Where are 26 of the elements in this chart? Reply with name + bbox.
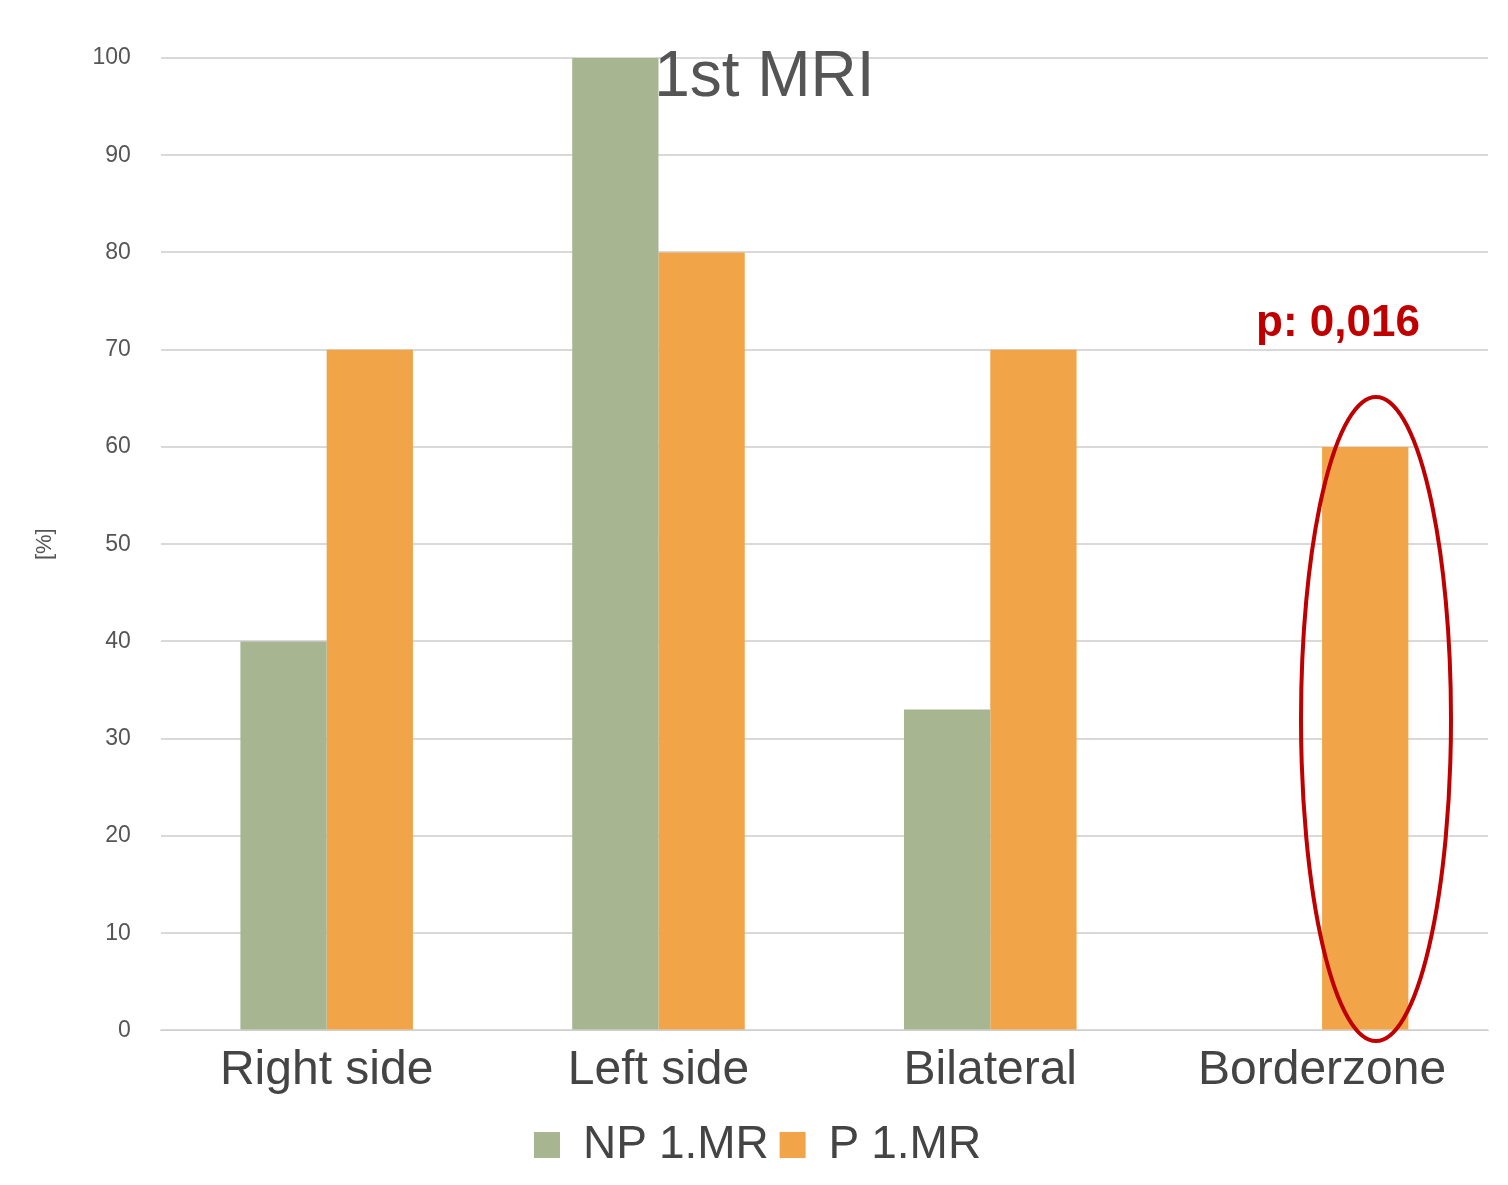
- y-tick-label: 60: [105, 432, 131, 459]
- annotation: p: 0,016: [1256, 295, 1420, 345]
- y-tick-label: 0: [117, 1015, 131, 1042]
- y-tick-label: 30: [105, 724, 131, 751]
- legend-label: P 1.MR: [828, 1115, 982, 1168]
- x-tick-label: Left side: [567, 1041, 750, 1095]
- bar: [572, 58, 659, 1030]
- y-axis-title: [%]: [31, 528, 57, 561]
- x-tick-label: Borderzone: [1198, 1041, 1447, 1095]
- y-tick-label: 40: [105, 626, 131, 653]
- chart-title: 1st MRI: [654, 37, 875, 110]
- y-tick-label: 90: [105, 140, 131, 167]
- x-tick-label: Right side: [219, 1041, 434, 1095]
- y-tick-label: 70: [105, 335, 131, 362]
- bar: [658, 252, 745, 1030]
- bar: [326, 349, 413, 1030]
- legend-label: NP 1.MR: [583, 1115, 769, 1168]
- bar: [990, 349, 1077, 1030]
- y-tick-label: 10: [105, 918, 131, 945]
- x-tick-label: Bilateral: [903, 1041, 1077, 1095]
- y-tick-label: 100: [92, 43, 131, 70]
- y-tick-label: 50: [105, 529, 131, 556]
- bar: [240, 641, 327, 1030]
- y-tick-label: 80: [105, 237, 131, 264]
- bar: [904, 709, 991, 1030]
- y-tick-label: 20: [105, 821, 131, 848]
